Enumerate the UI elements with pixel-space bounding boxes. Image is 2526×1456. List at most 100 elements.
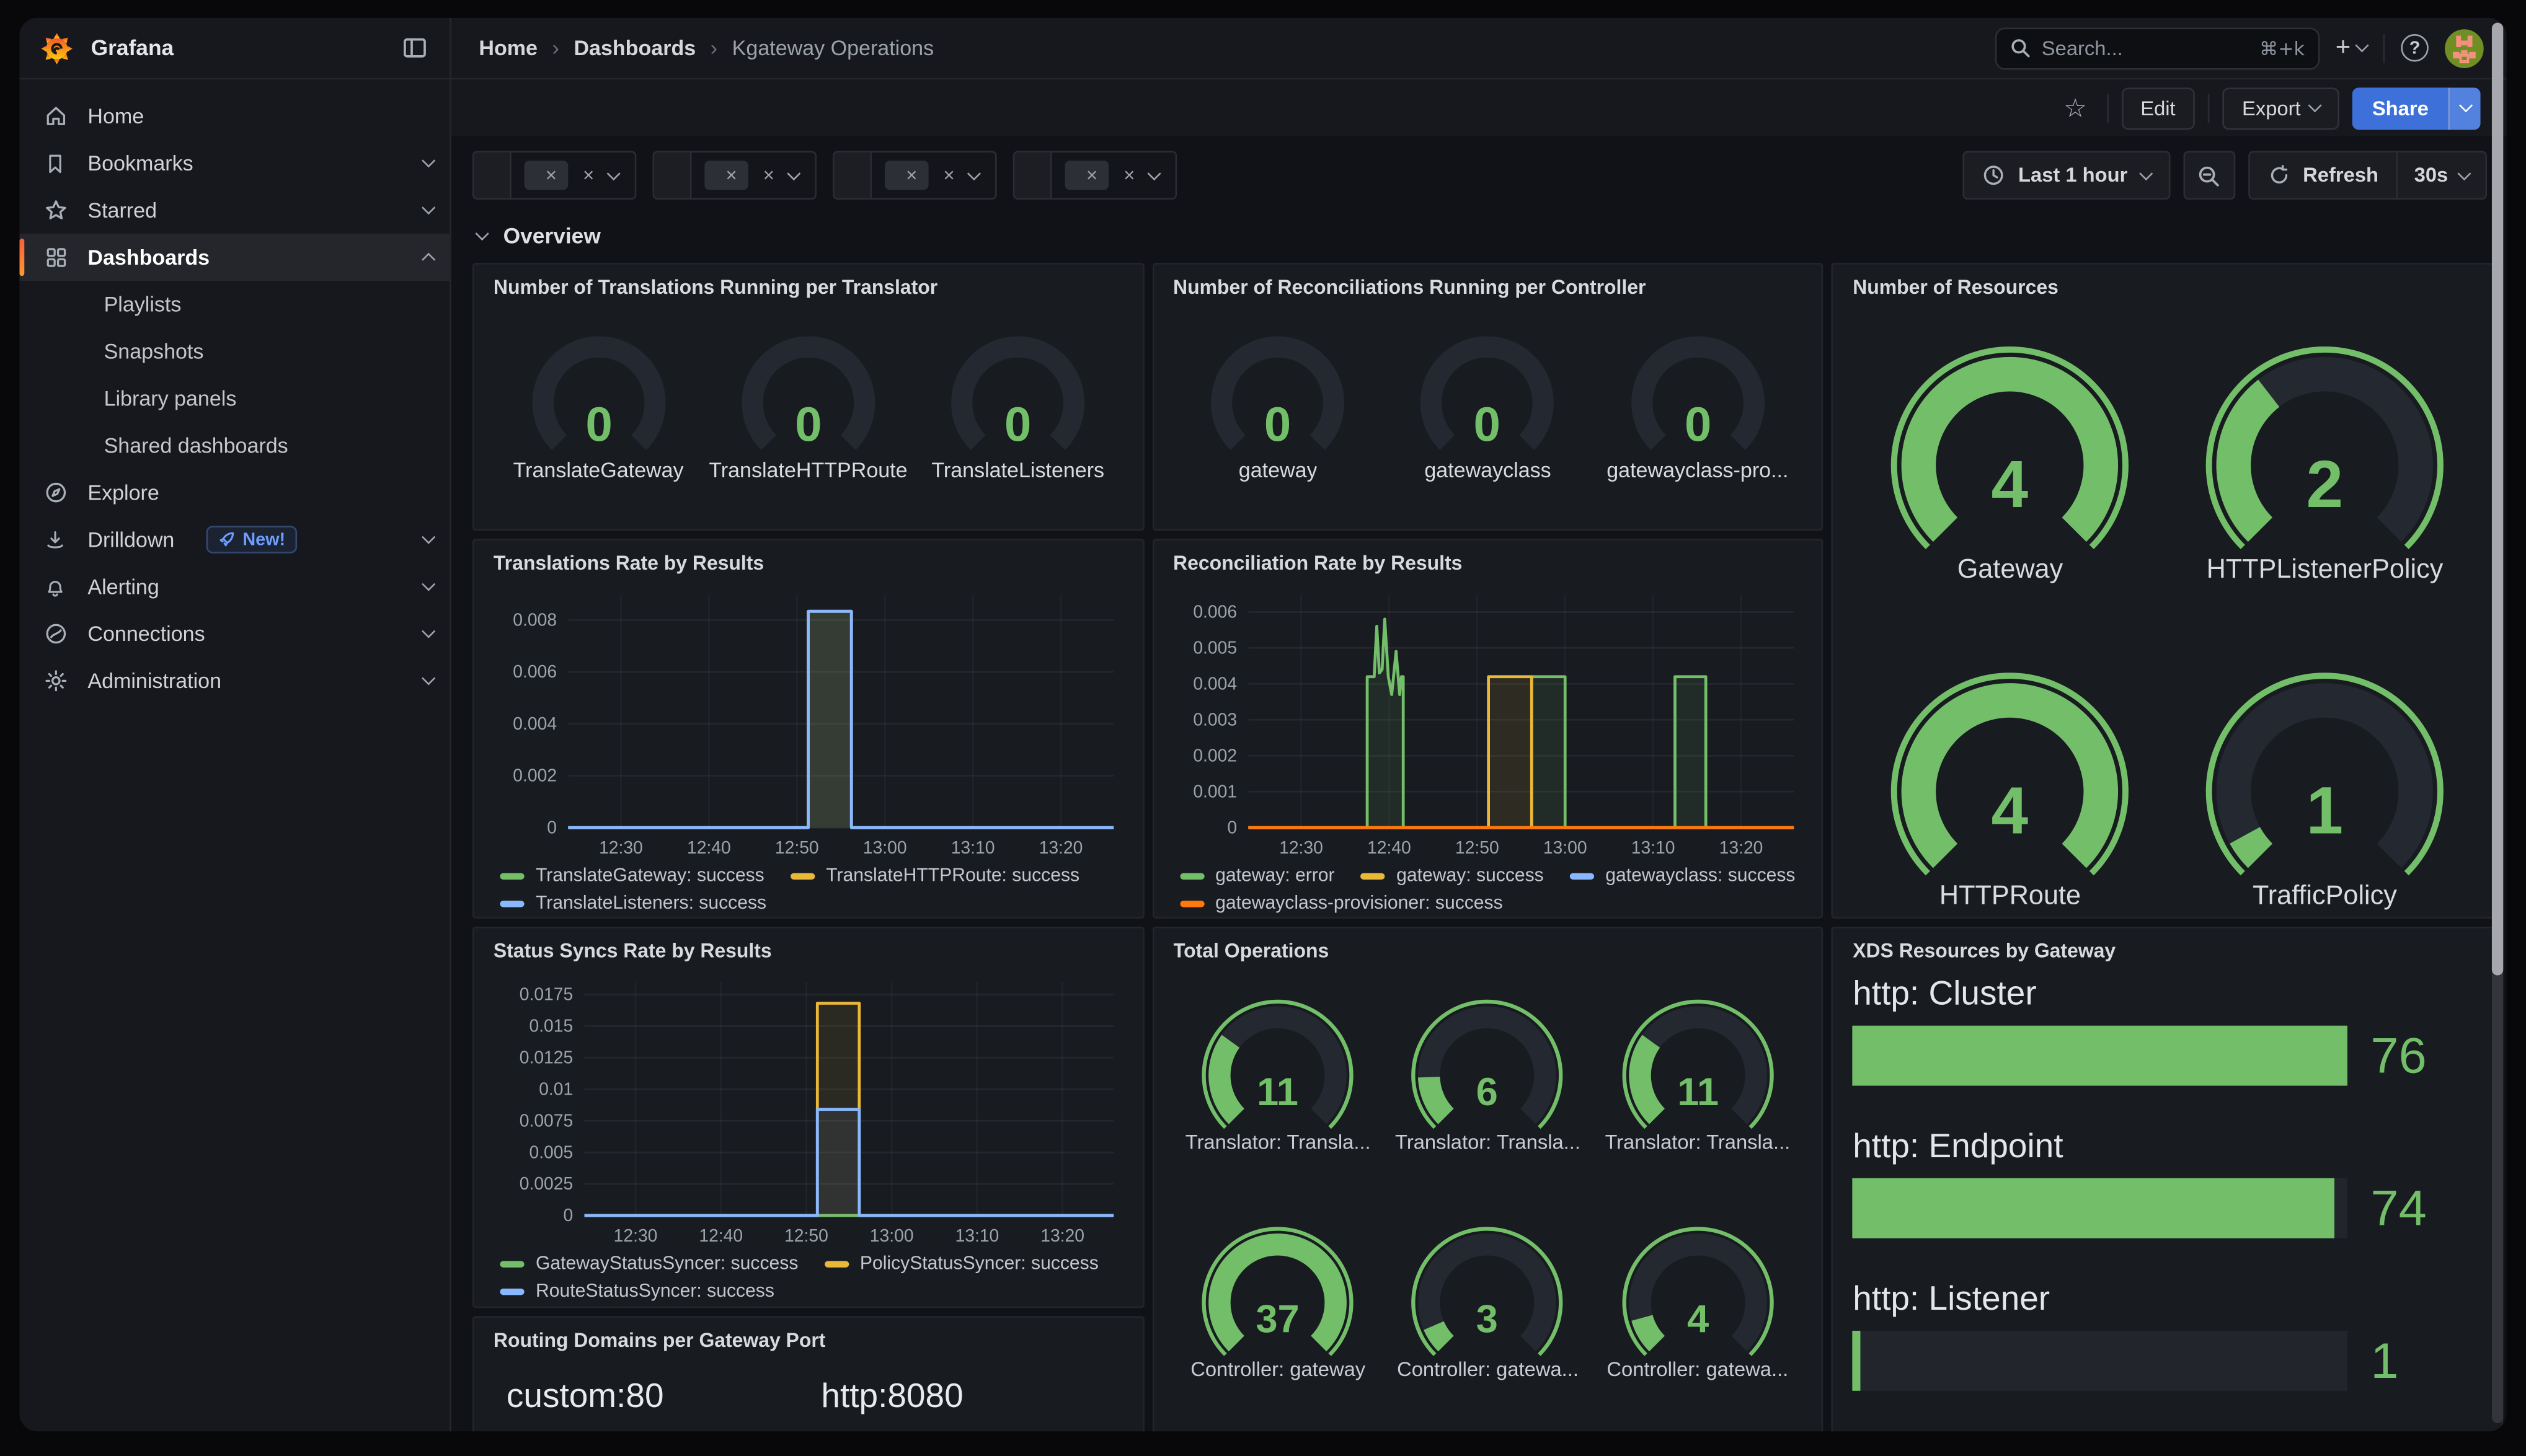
panel-title[interactable]: Number of Resources <box>1853 276 2058 299</box>
time-range-picker[interactable]: Last 1 hour <box>1962 151 2170 200</box>
reconciliation-rate-chart[interactable]: 12:30 12:40 12:50 13:00 13:10 13:20 0 0.001 0.00… <box>1173 581 1802 860</box>
section-overview[interactable]: Overview <box>475 224 2487 249</box>
svg-text:0: 0 <box>1264 397 1291 451</box>
avatar[interactable] <box>2445 28 2484 68</box>
favorite-star-button[interactable]: ☆ <box>2063 92 2087 123</box>
scrollbar-thumb[interactable] <box>2491 22 2504 976</box>
filter-namespace: × × <box>652 151 817 200</box>
chevron-down-icon <box>422 201 436 215</box>
filter-value-chip[interactable]: × <box>1065 161 1109 190</box>
remove-value-icon[interactable]: × <box>906 164 918 187</box>
filter-value-chip[interactable]: × <box>704 161 749 190</box>
panel-title[interactable]: Number of Translations Running per Trans… <box>493 276 938 299</box>
sidebar-item-explore[interactable]: Explore <box>19 469 450 516</box>
svg-text:12:50: 12:50 <box>775 837 819 857</box>
sidebar-item-playlists[interactable]: Playlists <box>104 292 182 317</box>
panel-title[interactable]: Reconciliation Rate by Results <box>1173 552 1463 575</box>
search-input[interactable]: ⌘+k <box>1994 27 2320 69</box>
svg-text:37: 37 <box>1256 1298 1300 1341</box>
clear-filter-icon[interactable]: × <box>582 164 595 187</box>
bar-gauge[interactable] <box>1853 1178 2348 1238</box>
share-menu-button[interactable] <box>2448 87 2481 130</box>
legend-item[interactable]: TranslateHTTPRoute: success <box>790 867 1079 886</box>
vertical-scrollbar[interactable] <box>2491 22 2504 1424</box>
panel-reconciliations-running: Number of Reconciliations Running per Co… <box>1152 263 1824 531</box>
gauge-gatewayclass-provisioner: 0 gatewayclass-pro... <box>1593 315 1802 482</box>
time-controls: Last 1 hour Refresh 30s <box>1962 151 2488 200</box>
bar-gauge[interactable] <box>1853 1025 2348 1086</box>
sidebar-item-home[interactable]: Home <box>19 92 450 139</box>
sidebar-item-library-panels[interactable]: Library panels <box>104 386 237 411</box>
svg-text:0.006: 0.006 <box>513 661 557 681</box>
zoom-out-button[interactable] <box>2183 151 2235 200</box>
breadcrumb-dashboards[interactable]: Dashboards <box>574 35 696 60</box>
chevron-down-icon <box>475 226 489 241</box>
remove-value-icon[interactable]: × <box>725 164 737 187</box>
legend-item[interactable]: PolicyStatusSyncer: success <box>824 1255 1099 1274</box>
svg-text:2: 2 <box>2307 447 2344 521</box>
bar-http-cluster: http: Cluster 76 <box>1853 976 2482 1086</box>
translations-rate-chart[interactable]: 12:30 12:40 12:50 13:00 13:10 13:20 0 0.002 0.00… <box>494 581 1123 860</box>
legend-item[interactable]: gatewayclass: success <box>1569 867 1795 886</box>
status-syncs-chart[interactable]: 12:30 12:40 12:50 13:00 13:10 13:20 0 0.0025 0.0… <box>494 969 1123 1248</box>
edit-button[interactable]: Edit <box>2121 87 2196 130</box>
sidebar-item-connections[interactable]: Connections <box>19 610 450 657</box>
panel-title[interactable]: Status Syncs Rate by Results <box>493 939 772 963</box>
legend-item[interactable]: RouteStatusSyncer: success <box>500 1282 774 1302</box>
breadcrumb-home[interactable]: Home <box>479 35 538 60</box>
panel-title[interactable]: Routing Domains per Gateway Port <box>493 1329 826 1352</box>
remove-value-icon[interactable]: × <box>545 164 557 187</box>
legend-item[interactable]: gatewayclass-provisioner: success <box>1179 894 1503 914</box>
panel-title[interactable]: Number of Reconciliations Running per Co… <box>1173 276 1646 299</box>
legend-item[interactable]: TranslateGateway: success <box>500 867 764 886</box>
sidebar-item-bookmarks[interactable]: Bookmarks <box>19 139 450 187</box>
dashboard-actions: ☆ Edit Export Share <box>451 79 2507 138</box>
chevron-down-icon[interactable] <box>787 165 801 180</box>
gauge-translatelisteners: 0 TranslateListeners <box>913 315 1123 482</box>
sidebar-item-administration[interactable]: Administration <box>19 657 450 704</box>
svg-text:13:00: 13:00 <box>863 837 907 857</box>
sidebar-item-drilldown[interactable]: Drilldown New! <box>19 516 450 563</box>
panel-title[interactable]: Total Operations <box>1173 939 1329 963</box>
svg-text:0: 0 <box>795 397 822 451</box>
panel-translations-rate: Translations Rate by Results 12:30 12:40 1… <box>472 539 1144 919</box>
gauge-translategateway: 0 TranslateGateway <box>494 315 703 482</box>
clear-filter-icon[interactable]: × <box>943 164 955 187</box>
remove-value-icon[interactable]: × <box>1086 164 1098 187</box>
legend-item[interactable]: TranslateListeners: success <box>500 894 766 914</box>
filter-value-chip[interactable]: × <box>524 161 569 190</box>
chevron-down-icon <box>2355 38 2369 53</box>
legend-item[interactable]: GatewayStatusSyncer: success <box>500 1255 798 1274</box>
refresh-interval-picker[interactable]: 30s <box>2396 152 2486 198</box>
add-new-button[interactable]: + <box>2336 33 2369 63</box>
search-field[interactable] <box>2041 36 2248 60</box>
legend-item[interactable]: gateway: success <box>1360 867 1544 886</box>
bar-gauge[interactable] <box>1853 1330 2348 1391</box>
sidebar-item-shared-dashboards[interactable]: Shared dashboards <box>104 433 288 458</box>
sidebar-item-starred[interactable]: Starred <box>19 187 450 234</box>
chevron-down-icon[interactable] <box>606 165 621 180</box>
panel-title[interactable]: Translations Rate by Results <box>493 552 764 575</box>
grafana-logo[interactable] <box>39 30 75 66</box>
panel-title[interactable]: XDS Resources by Gateway <box>1853 939 2116 963</box>
legend-item[interactable]: gateway: error <box>1179 867 1335 886</box>
refresh-button[interactable]: Refresh <box>2249 152 2396 198</box>
chevron-down-icon <box>422 671 436 686</box>
clear-filter-icon[interactable]: × <box>1123 164 1135 187</box>
chevron-down-icon[interactable] <box>1147 165 1161 180</box>
sidebar-item-snapshots[interactable]: Snapshots <box>104 339 204 364</box>
svg-text:13:20: 13:20 <box>1039 837 1083 857</box>
sidebar-item-dashboards[interactable]: Dashboards <box>19 234 450 281</box>
chevron-down-icon[interactable] <box>967 165 982 180</box>
share-button[interactable]: Share <box>2352 87 2481 130</box>
clear-filter-icon[interactable]: × <box>763 164 775 187</box>
export-button[interactable]: Export <box>2222 87 2340 130</box>
chart-legend: gateway: error gateway: success gatewayc… <box>1173 867 1802 914</box>
sidebar-toggle-icon[interactable] <box>394 29 433 68</box>
filter-value-chip[interactable]: × <box>885 161 929 190</box>
dashboard-content: × × × × <box>451 138 2507 1432</box>
help-button[interactable]: ? <box>2401 33 2429 62</box>
sidebar-item-alerting[interactable]: Alerting <box>19 563 450 611</box>
sidebar: Home Bookmarks Starred Dashboards Playli… <box>19 79 451 1432</box>
gauge-gatewayclass: 0 gatewayclass <box>1383 315 1592 482</box>
